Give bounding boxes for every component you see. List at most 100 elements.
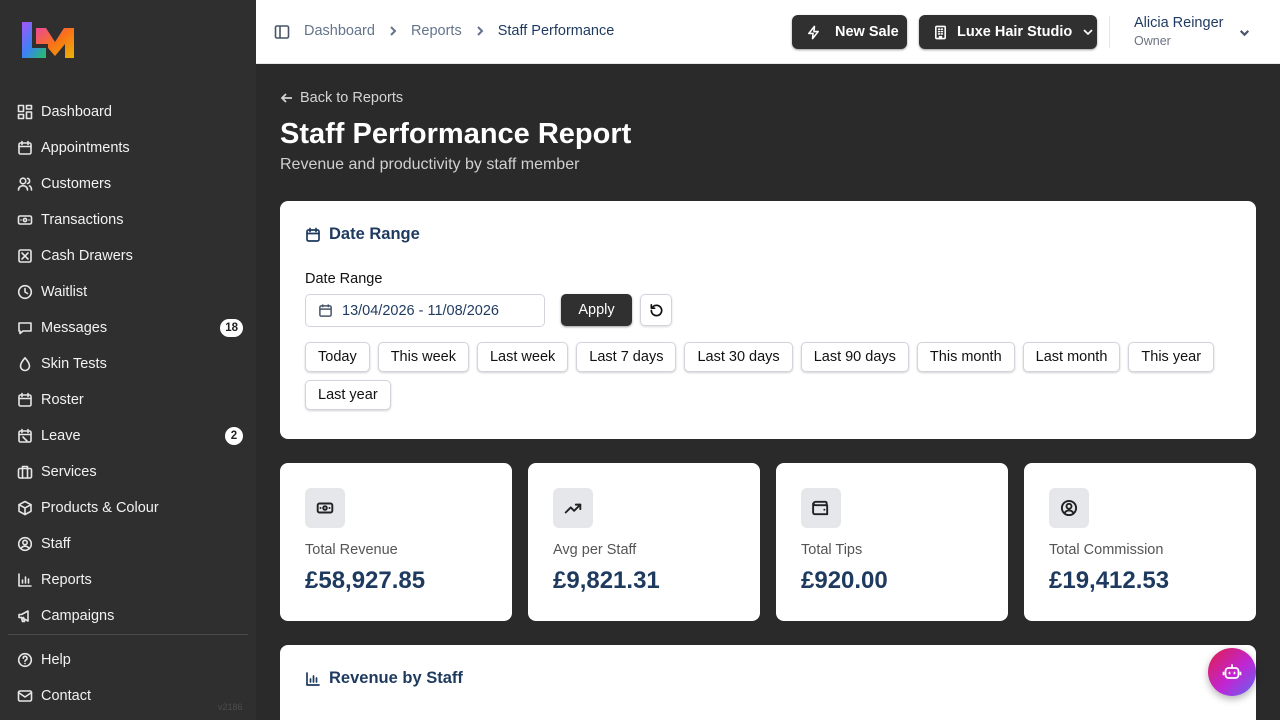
stat-value: £9,821.31 — [553, 567, 660, 594]
briefcase-icon — [16, 464, 33, 481]
stat-value: £19,412.53 — [1049, 567, 1170, 594]
sidebar-item-skin-tests[interactable]: Skin Tests — [8, 346, 248, 382]
date-range-value: 13/04/2026 - 11/08/2026 — [342, 302, 499, 319]
users-icon — [16, 176, 33, 193]
sidebar-item-label: Roster — [41, 392, 84, 408]
sidebar-item-label: Staff — [41, 536, 71, 552]
date-range-card: Date Range Date Range 13/04/2026 - 11/08… — [280, 201, 1256, 439]
sidebar: Dashboard Appointments Customers Transac… — [0, 0, 256, 720]
cash-drawer-icon — [16, 248, 33, 265]
page-subtitle: Revenue and productivity by staff member — [280, 156, 580, 173]
new-sale-button[interactable]: New Sale — [792, 15, 907, 49]
revenue-by-staff-heading: Revenue by Staff — [305, 669, 463, 688]
preset-today[interactable]: Today — [305, 342, 370, 372]
preset-this-week[interactable]: This week — [377, 342, 469, 372]
bot-icon — [1222, 664, 1242, 679]
studio-selector-button[interactable]: Luxe Hair Studio — [919, 15, 1097, 49]
stat-label: Total Commission — [1049, 542, 1164, 558]
sidebar-item-transactions[interactable]: Transactions — [8, 202, 248, 238]
sidebar-item-waitlist[interactable]: Waitlist — [8, 274, 248, 310]
preset-last-year[interactable]: Last year — [305, 380, 391, 410]
sidebar-item-roster[interactable]: Roster — [8, 382, 248, 418]
clock-icon — [16, 284, 33, 301]
preset-last-7-days[interactable]: Last 7 days — [576, 342, 677, 372]
sidebar-item-label: Transactions — [41, 212, 124, 228]
date-range-heading: Date Range — [305, 225, 420, 244]
sidebar-item-label: Services — [41, 464, 97, 480]
preset-last-30-days[interactable]: Last 30 days — [684, 342, 793, 372]
breadcrumb-reports[interactable]: Reports — [410, 23, 462, 39]
breadcrumb-dashboard[interactable]: Dashboard — [304, 23, 375, 39]
sidebar-item-label: Messages — [41, 320, 108, 336]
megaphone-icon — [16, 608, 33, 625]
sidebar-item-staff[interactable]: Staff — [8, 526, 248, 562]
sidebar-divider — [8, 634, 248, 635]
preset-last-90-days[interactable]: Last 90 days — [800, 342, 909, 372]
sidebar-item-cash-drawers[interactable]: Cash Drawers — [8, 238, 248, 274]
sidebar-item-appointments[interactable]: Appointments — [8, 130, 248, 166]
calendar-off-icon — [16, 428, 33, 445]
sidebar-item-label: Contact — [41, 688, 91, 704]
stat-label: Total Tips — [801, 542, 863, 558]
date-range-title: Date Range — [329, 225, 420, 243]
date-range-input[interactable]: 13/04/2026 - 11/08/2026 — [305, 294, 545, 327]
stat-card-total-commission: Total Commission £19,412.53 — [1024, 463, 1256, 621]
stat-card-avg-per-staff: Avg per Staff £9,821.31 — [528, 463, 760, 621]
top-bar: Dashboard Reports Staff Performance New … — [256, 0, 1280, 64]
preset-this-year[interactable]: This year — [1128, 342, 1215, 372]
stat-label: Total Revenue — [305, 542, 398, 558]
chevron-down-icon[interactable] — [1238, 26, 1251, 44]
revenue-by-staff-card: Revenue by Staff — [280, 645, 1256, 720]
bar-chart-icon — [16, 572, 33, 589]
package-icon — [16, 500, 33, 517]
stat-value: £920.00 — [801, 567, 888, 594]
sidebar-item-help[interactable]: Help — [8, 642, 248, 678]
mail-icon — [16, 688, 33, 705]
sidebar-item-products-colour[interactable]: Products & Colour — [8, 490, 248, 526]
stat-label: Avg per Staff — [553, 542, 637, 558]
messages-count-badge: 18 — [220, 319, 243, 337]
sidebar-item-reports[interactable]: Reports — [8, 562, 248, 598]
sidebar-item-services[interactable]: Services — [8, 454, 248, 490]
wallet-icon — [801, 488, 841, 528]
preset-this-month[interactable]: This month — [916, 342, 1015, 372]
help-circle-icon — [16, 652, 33, 669]
grid-icon — [16, 104, 33, 121]
sidebar-item-leave[interactable]: Leave 2 — [8, 418, 248, 454]
lightning-icon — [808, 25, 819, 39]
preset-last-week[interactable]: Last week — [476, 342, 569, 372]
back-to-reports-link[interactable]: Back to Reports — [280, 90, 403, 106]
sidebar-toggle-icon[interactable] — [274, 24, 290, 40]
breadcrumb-staff-performance: Staff Performance — [497, 23, 615, 39]
sidebar-item-label: Dashboard — [41, 104, 112, 120]
apply-button[interactable]: Apply — [561, 294, 632, 326]
sidebar-item-messages[interactable]: Messages 18 — [8, 310, 248, 346]
user-name: Alicia Reinger — [1134, 15, 1224, 31]
stat-card-total-revenue: Total Revenue £58,927.85 — [280, 463, 512, 621]
user-circle-icon — [1049, 488, 1089, 528]
arrow-left-icon — [280, 93, 292, 103]
back-label: Back to Reports — [300, 90, 404, 106]
user-role: Owner — [1134, 34, 1171, 48]
sidebar-item-customers[interactable]: Customers — [8, 166, 248, 202]
chevron-right-icon — [474, 25, 486, 37]
app-logo[interactable] — [20, 20, 76, 60]
calendar-check-icon — [16, 392, 33, 409]
sidebar-item-dashboard[interactable]: Dashboard — [8, 94, 248, 130]
assistant-chat-button[interactable] — [1208, 648, 1256, 696]
user-menu[interactable]: Alicia Reinger Owner — [1134, 15, 1223, 48]
preset-last-month[interactable]: Last month — [1022, 342, 1121, 372]
date-presets: Today This week Last week Last 7 days La… — [305, 342, 1235, 410]
sidebar-item-label: Campaigns — [41, 608, 115, 624]
sidebar-item-label: Reports — [41, 572, 92, 588]
sidebar-item-campaigns[interactable]: Campaigns — [8, 598, 248, 634]
reset-date-button[interactable] — [640, 294, 672, 326]
app-version: v2186 — [218, 702, 243, 712]
sidebar-item-contact[interactable]: Contact — [8, 678, 248, 714]
page-title: Staff Performance Report — [280, 118, 632, 150]
revenue-by-staff-title: Revenue by Staff — [329, 669, 463, 687]
sidebar-item-label: Skin Tests — [41, 356, 107, 372]
sidebar-item-label: Products & Colour — [41, 500, 159, 516]
header-divider — [1109, 16, 1110, 48]
sidebar-item-label: Customers — [41, 176, 112, 192]
